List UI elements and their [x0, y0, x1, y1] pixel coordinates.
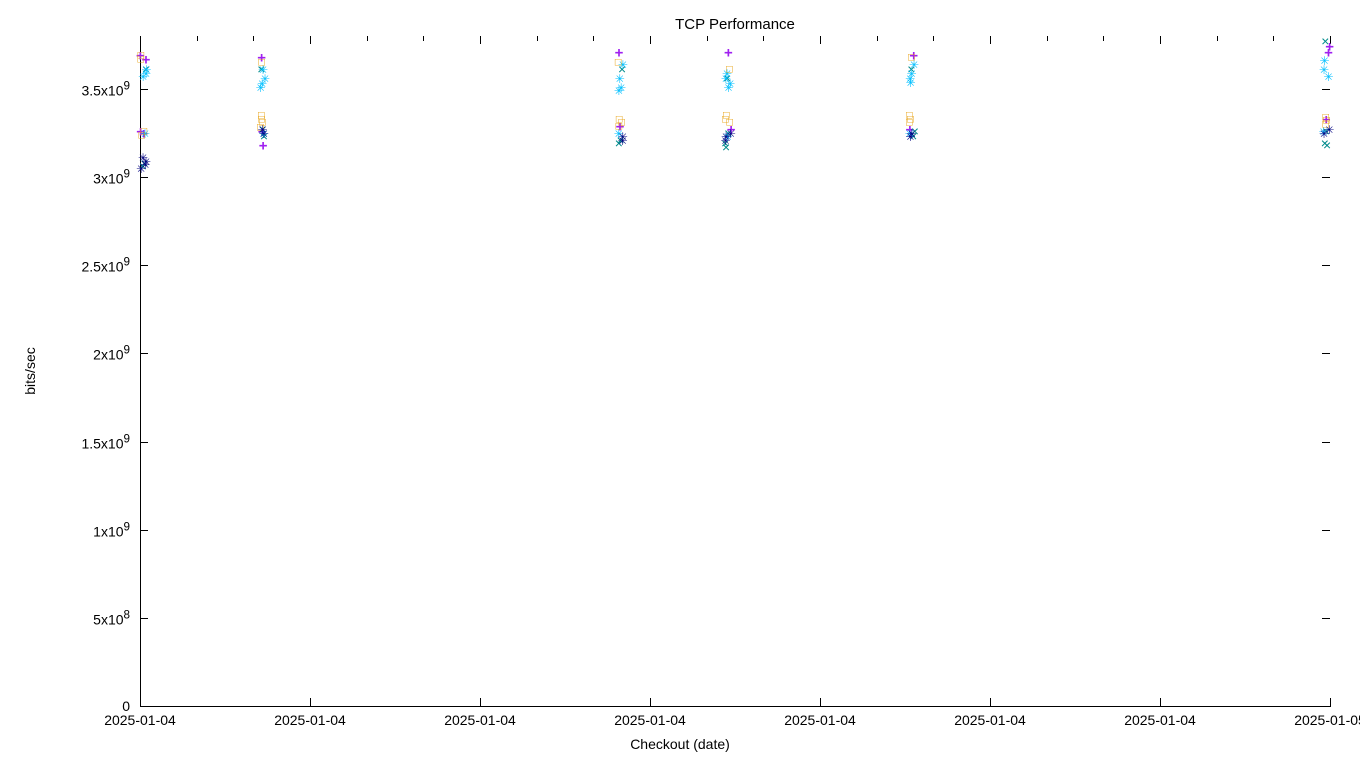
- y-tick: [140, 530, 148, 531]
- x-tick-label: 2025-01-04: [784, 712, 856, 728]
- data-point: ✳: [905, 132, 915, 144]
- x-tick-bottom: [990, 698, 991, 706]
- x-minor-tick: [1217, 36, 1218, 41]
- y-tick-label: 2x109: [20, 344, 130, 363]
- data-point: □: [138, 55, 145, 66]
- x-minor-tick: [1103, 36, 1104, 41]
- y-tick-label: 5x108: [20, 609, 130, 628]
- x-tick-label: 2025-01-04: [1124, 712, 1196, 728]
- data-point: ✳: [614, 86, 624, 98]
- x-tick-label: 2025-01-04: [954, 712, 1026, 728]
- x-minor-tick: [763, 36, 764, 41]
- x-minor-tick: [197, 36, 198, 41]
- y-tick-right: [1322, 89, 1330, 90]
- y-tick: [140, 265, 148, 266]
- data-point: ✳: [136, 164, 146, 176]
- y-tick: [140, 618, 148, 619]
- data-point: ✳: [138, 72, 148, 84]
- x-minor-tick: [423, 36, 424, 41]
- data-point: ✳: [906, 78, 916, 90]
- x-tick-bottom: [650, 698, 651, 706]
- data-point: □: [908, 53, 915, 64]
- y-tick-right: [1322, 442, 1330, 443]
- x-minor-tick: [877, 36, 878, 41]
- data-point: ✳: [1323, 72, 1333, 84]
- x-tick-label: 2025-01-05: [1294, 712, 1360, 728]
- x-tick-label: 2025-01-04: [274, 712, 346, 728]
- chart-title: TCP Performance: [140, 16, 1330, 33]
- x-tick-bottom: [1330, 698, 1331, 706]
- data-point: +: [724, 46, 733, 61]
- data-point: ✳: [720, 136, 730, 148]
- y-tick-right: [1322, 353, 1330, 354]
- x-tick-bottom: [480, 698, 481, 706]
- x-minor-tick: [933, 36, 934, 41]
- y-tick-label: 1.5x109: [20, 432, 130, 451]
- data-point: ✳: [1319, 129, 1329, 141]
- x-minor-tick: [253, 36, 254, 41]
- x-tick-bottom: [310, 698, 311, 706]
- x-tick-top: [1160, 36, 1161, 44]
- x-minor-tick: [1273, 36, 1274, 41]
- x-minor-tick: [593, 36, 594, 41]
- x-minor-tick: [537, 36, 538, 41]
- y-tick-right: [1322, 618, 1330, 619]
- x-tick-top: [650, 36, 651, 44]
- y-tick-label: 3x109: [20, 168, 130, 187]
- data-point: ✳: [618, 136, 628, 148]
- y-tick-label: 3.5x109: [20, 80, 130, 99]
- tcp-performance-chart: TCP Performance bits/sec Checkout (date)…: [0, 0, 1360, 768]
- y-tick-right: [1322, 265, 1330, 266]
- x-tick-top: [140, 36, 141, 44]
- x-minor-tick: [367, 36, 368, 41]
- x-tick-top: [820, 36, 821, 44]
- data-point: ✳: [256, 83, 266, 95]
- data-point: □: [726, 66, 733, 77]
- x-tick-top: [310, 36, 311, 44]
- data-point: ✳: [723, 83, 733, 95]
- data-point: □: [615, 59, 622, 70]
- y-tick-right: [1322, 706, 1330, 707]
- y-tick: [140, 442, 148, 443]
- data-point: ✳: [259, 129, 269, 141]
- x-tick-bottom: [1160, 698, 1161, 706]
- y-tick: [140, 706, 148, 707]
- data-point: ×: [1323, 140, 1331, 154]
- x-tick-top: [990, 36, 991, 44]
- y-tick: [140, 89, 148, 90]
- y-tick-right: [1322, 177, 1330, 178]
- data-point: □: [139, 131, 146, 142]
- x-tick-top: [480, 36, 481, 44]
- y-tick: [140, 353, 148, 354]
- x-tick-label: 2025-01-04: [614, 712, 686, 728]
- x-tick-bottom: [820, 698, 821, 706]
- x-minor-tick: [1047, 36, 1048, 41]
- x-tick-bottom: [140, 698, 141, 706]
- x-tick-label: 2025-01-04: [444, 712, 516, 728]
- x-axis-label: Checkout (date): [0, 736, 1360, 760]
- y-tick-label: 2.5x109: [20, 256, 130, 275]
- x-minor-tick: [707, 36, 708, 41]
- x-tick-label: 2025-01-04: [104, 712, 176, 728]
- data-point: □: [258, 59, 265, 70]
- y-tick-label: 1x109: [20, 520, 130, 539]
- y-tick: [140, 177, 148, 178]
- data-point: ×: [1321, 36, 1329, 50]
- y-tick-right: [1322, 530, 1330, 531]
